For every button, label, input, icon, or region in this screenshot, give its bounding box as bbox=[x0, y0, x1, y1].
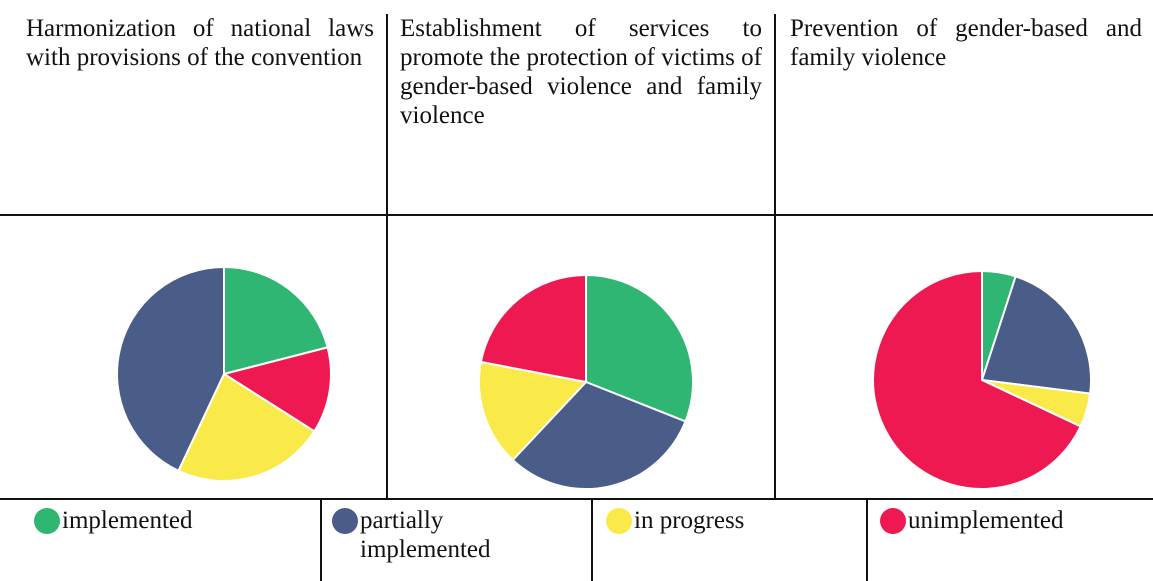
legend-swatch-green bbox=[34, 508, 60, 534]
pie-slice-in-progress bbox=[478, 360, 588, 462]
pie-chart-services bbox=[478, 273, 694, 490]
column-header-services: Establishment of services to promote the… bbox=[400, 15, 762, 129]
column-divider-1 bbox=[386, 14, 388, 498]
pie-chart-harmonization bbox=[116, 265, 332, 482]
header-row-divider bbox=[0, 214, 1153, 216]
pie-slice-unimplemented bbox=[479, 273, 587, 384]
legend-item-unimplemented: unimplemented bbox=[880, 506, 1064, 535]
pie-slice-unimplemented bbox=[221, 346, 332, 433]
column-header-harmonization: Harmonization of national laws with prov… bbox=[26, 15, 374, 71]
legend-swatch-blue bbox=[332, 508, 358, 534]
legend-row-top-border bbox=[0, 498, 1153, 500]
pie-slice-partially-implemented bbox=[980, 275, 1092, 395]
legend-item-in-progress: in progress bbox=[606, 506, 744, 535]
legend-label: partially implemented bbox=[360, 507, 491, 563]
legend-divider-3 bbox=[866, 498, 868, 581]
legend-label: unimplemented bbox=[908, 507, 1064, 534]
legend-item-partially-implemented: partially implemented bbox=[332, 506, 582, 564]
pie-slice-unimplemented bbox=[872, 269, 1082, 490]
legend-divider-1 bbox=[320, 498, 322, 581]
legend-label: implemented bbox=[62, 507, 193, 534]
pie-slice-partially-implemented bbox=[116, 265, 225, 473]
column-divider-2 bbox=[774, 14, 776, 498]
pie-slice-implemented bbox=[585, 273, 694, 423]
legend-swatch-yellow bbox=[606, 508, 632, 534]
legend-item-implemented: implemented bbox=[34, 506, 193, 535]
legend-divider-2 bbox=[591, 498, 593, 581]
column-header-prevention: Prevention of gender-based and family vi… bbox=[790, 15, 1142, 71]
pie-slice-partially-implemented bbox=[511, 380, 687, 490]
pie-chart-prevention bbox=[872, 269, 1092, 490]
legend-swatch-red bbox=[880, 508, 906, 534]
legend-label: in progress bbox=[634, 507, 745, 534]
pie-slice-implemented bbox=[223, 265, 329, 376]
